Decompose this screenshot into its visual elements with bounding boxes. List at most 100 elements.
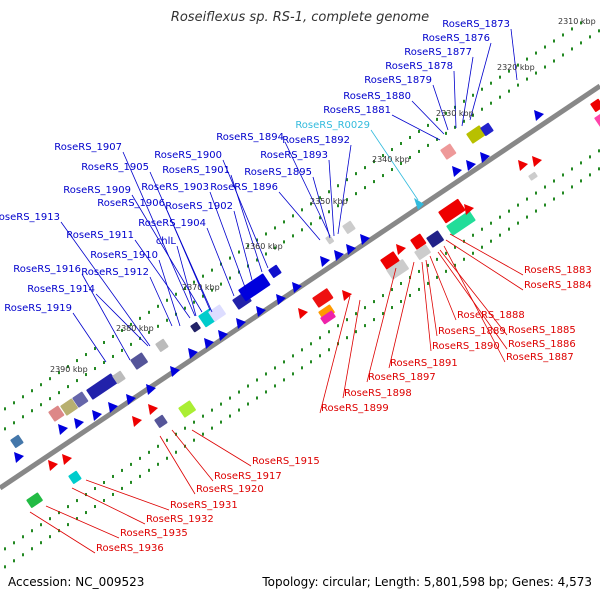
gene-label[interactable]: RoseRS_1893	[260, 150, 328, 161]
gene-label[interactable]: RoseRS_1892	[282, 135, 350, 146]
gene-label[interactable]: RoseRS_1895	[244, 167, 312, 178]
tick-mark	[400, 282, 402, 285]
gene-arrow	[236, 318, 246, 329]
gene-label[interactable]: RoseRS_1885	[508, 325, 576, 336]
tick-mark	[166, 456, 168, 460]
gene-label[interactable]: RoseRS_1911	[66, 230, 134, 241]
gene-label[interactable]: RoseRS_1907	[54, 142, 122, 153]
tick-mark	[193, 300, 195, 304]
gene-feature	[318, 304, 335, 320]
tick-mark	[94, 487, 96, 491]
kbp-label: 2360 kbp	[245, 242, 283, 251]
gene-label[interactable]: RoseRS_1917	[214, 471, 282, 482]
gene-label[interactable]: RoseRS_1879	[364, 75, 432, 86]
leader-line	[421, 261, 432, 352]
leader-line	[284, 141, 331, 237]
tick-mark	[130, 480, 132, 484]
gene-label[interactable]: RoseRS_1903	[141, 182, 209, 193]
gene-arrow	[14, 452, 24, 463]
tick-mark	[121, 348, 123, 352]
gene-label[interactable]: RoseRS_1914	[27, 284, 95, 295]
gene-label[interactable]: RoseRS_1901	[162, 165, 230, 176]
gene-label[interactable]: RoseRS_1919	[4, 303, 72, 314]
tick-mark	[112, 354, 114, 358]
tick-mark	[256, 258, 258, 262]
gene-label[interactable]: RoseRS_1905	[81, 162, 149, 173]
gene-label[interactable]: RoseRS_1896	[210, 182, 278, 193]
gene-label[interactable]: RoseRS_1902	[165, 201, 233, 212]
leader-line	[391, 114, 441, 141]
gene-label[interactable]: RoseRS_1884	[524, 280, 592, 291]
tick-mark	[49, 535, 51, 539]
gene-label[interactable]: RoseRS_1932	[146, 514, 214, 525]
leader-line	[72, 312, 107, 363]
tick-mark	[148, 310, 150, 314]
tick-mark	[400, 300, 402, 303]
gene-label[interactable]: RoseRS_1897	[368, 372, 436, 383]
gene-label[interactable]: RoseRS_1891	[390, 358, 458, 369]
tick-mark	[121, 486, 123, 490]
gene-label[interactable]: RoseRS_1894	[216, 132, 284, 143]
gene-label[interactable]: RoseRS_1915	[252, 456, 320, 467]
gene-label[interactable]: RoseRS_1889	[438, 326, 506, 337]
kbp-label: 2350 kbp	[310, 197, 348, 206]
leader-line	[45, 505, 120, 539]
tick-mark	[94, 367, 96, 371]
tick-mark	[121, 328, 123, 332]
gene-label[interactable]: RoseRS_1913	[0, 212, 60, 223]
gene-label[interactable]: RoseRS_1899	[321, 403, 389, 414]
tick-mark	[580, 161, 582, 165]
tick-mark	[535, 209, 537, 213]
leader-line	[328, 159, 335, 237]
gene-label[interactable]: RoseRS_1890	[432, 341, 500, 352]
leader-line	[337, 144, 352, 235]
gene-label[interactable]: RoseRS_1912	[81, 267, 149, 278]
tick-mark	[184, 426, 186, 430]
tick-mark	[319, 196, 321, 200]
gene-label[interactable]: RoseRS_1878	[385, 61, 453, 72]
tick-mark	[40, 383, 42, 387]
gene-label[interactable]: RoseRS_R0029	[295, 120, 370, 131]
gene-feature	[325, 235, 335, 245]
tick-mark	[22, 415, 24, 419]
gene-feature	[60, 398, 78, 416]
leader-line	[159, 435, 196, 495]
tick-mark	[544, 185, 546, 189]
gene-label[interactable]: RoseRS_1910	[90, 250, 158, 261]
tick-mark	[436, 275, 438, 279]
tick-mark	[373, 160, 375, 164]
tick-mark	[229, 276, 231, 280]
gene-label[interactable]: RoseRS_1883	[524, 265, 592, 276]
leader-line	[171, 429, 214, 482]
tick-mark	[166, 298, 168, 302]
gene-label[interactable]: RoseRS_1931	[170, 500, 238, 511]
gene-label[interactable]: RoseRS_1888	[457, 310, 525, 321]
tick-mark	[472, 113, 474, 117]
gene-arrow	[334, 250, 344, 261]
gene-label[interactable]: RoseRS_1877	[404, 47, 472, 58]
gene-label[interactable]: RoseRS_1916	[13, 264, 81, 275]
gene-label[interactable]: RoseRS_1887	[506, 352, 574, 363]
gene-label[interactable]: RoseRS_1876	[422, 33, 490, 44]
gene-label[interactable]: RoseRS_1906	[97, 198, 165, 209]
gene-label[interactable]: RoseRS_1898	[344, 388, 412, 399]
tick-mark	[4, 427, 6, 431]
tick-mark	[598, 167, 600, 171]
tick-mark	[382, 154, 384, 158]
gene-feature	[410, 233, 427, 250]
gene-label[interactable]: chlL	[156, 236, 177, 247]
gene-label[interactable]: RoseRS_1886	[508, 339, 576, 350]
gene-label[interactable]: RoseRS_1920	[196, 484, 264, 495]
gene-label[interactable]: RoseRS_1904	[138, 218, 206, 229]
gene-label[interactable]: RoseRS_1880	[343, 91, 411, 102]
kbp-label: 2370 kbp	[182, 283, 220, 292]
gene-label[interactable]: RoseRS_1936	[96, 543, 164, 554]
tick-mark	[391, 148, 393, 152]
tick-mark	[148, 450, 150, 454]
gene-label[interactable]: RoseRS_1881	[323, 105, 391, 116]
tick-mark	[589, 155, 591, 159]
gene-label[interactable]: RoseRS_1873	[442, 19, 510, 30]
gene-label[interactable]: RoseRS_1900	[154, 150, 222, 161]
gene-label[interactable]: RoseRS_1935	[120, 528, 188, 539]
gene-label[interactable]: RoseRS_1909	[63, 185, 131, 196]
